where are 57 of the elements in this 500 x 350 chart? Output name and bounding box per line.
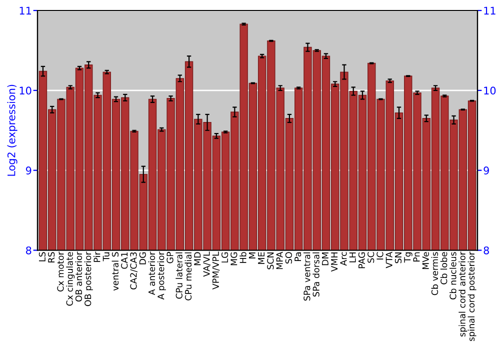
x-tick-label: GP [166, 252, 174, 264]
y2-tick-label: 8 [484, 246, 489, 254]
x-tick-label: spinal cord anterior [458, 252, 468, 336]
x-tick-label: VMH [331, 252, 338, 272]
x-tick-label: DG [139, 252, 146, 264]
x-tick-label: SC [368, 252, 374, 263]
x-tick-label: Arc [340, 252, 347, 266]
x-tick-label: Cx motor [57, 252, 64, 292]
x-tick-label: SCN [267, 252, 274, 270]
x-tick-label: IC [376, 252, 384, 260]
y-tick-label: 9 [26, 166, 32, 174]
x-tick-label: Tg [404, 252, 412, 263]
x-tick-label: CA2/CA3 [130, 252, 138, 290]
x-tick-label: MD [194, 252, 201, 266]
x-tick-label: LS [38, 252, 46, 262]
x-tick-label: Pa [294, 252, 302, 262]
y-axis-title: Log2 (expression) [7, 84, 18, 176]
x-tick-label: MPA [276, 252, 283, 270]
x-tick-label: RS [48, 252, 55, 262]
x-tick-label: Pir [94, 252, 100, 262]
x-tick-label: ventral S [112, 252, 119, 291]
x-tick-label: spinal cord posterior [468, 252, 476, 342]
x-tick-label: M [248, 252, 256, 258]
x-tick-label: LG [221, 252, 228, 262]
y-tick-label: 8 [26, 246, 32, 254]
x-tick-label: Cb nucleus [450, 252, 456, 300]
x-tick-label: DM [322, 252, 328, 266]
x-tick-label: Cb lobe [440, 252, 448, 284]
x-tick-label: Pn [413, 252, 420, 262]
x-tick-label: Cb vermis [431, 252, 438, 296]
x-tick-label: VPM/VPL [212, 252, 220, 290]
y2-tick-label: 11 [484, 6, 496, 14]
x-tick-label: PAG [358, 252, 366, 268]
x-tick-label: Hb [240, 252, 246, 263]
x-tick-label: SN [394, 252, 402, 264]
x-tick-label: MVe [422, 252, 429, 270]
x-tick-label: ME [258, 252, 264, 264]
x-tick-label: Tu [102, 252, 110, 262]
x-tick-label: CPu medial [184, 252, 192, 300]
x-tick-label: A anterior [148, 252, 156, 296]
x-tick-label: SPa ventral [303, 252, 310, 301]
y2-tick-label: 9 [484, 166, 489, 174]
y-tick-label: 11 [20, 6, 31, 14]
x-tick-label: Cx cingulate [66, 252, 75, 306]
x-tick-label: A posterior [157, 252, 166, 300]
y2-tick-label: 10 [484, 86, 496, 95]
x-tick-label: OB anterior [75, 252, 82, 302]
x-tick-label: OB posterior [84, 252, 93, 306]
x-tick-label: VTA [386, 252, 392, 268]
x-tick-label: VA/VL [203, 252, 211, 277]
x-tick-label: LH [349, 252, 356, 262]
x-tick-label: MG [230, 252, 238, 266]
x-tick-label: SO [285, 252, 292, 264]
x-tick-label: CPu lateral [176, 252, 182, 299]
y-tick-label: 10 [20, 86, 32, 95]
x-tick-label: CA1 [121, 252, 128, 269]
x-tick-label: SPa dorsal [312, 252, 320, 296]
